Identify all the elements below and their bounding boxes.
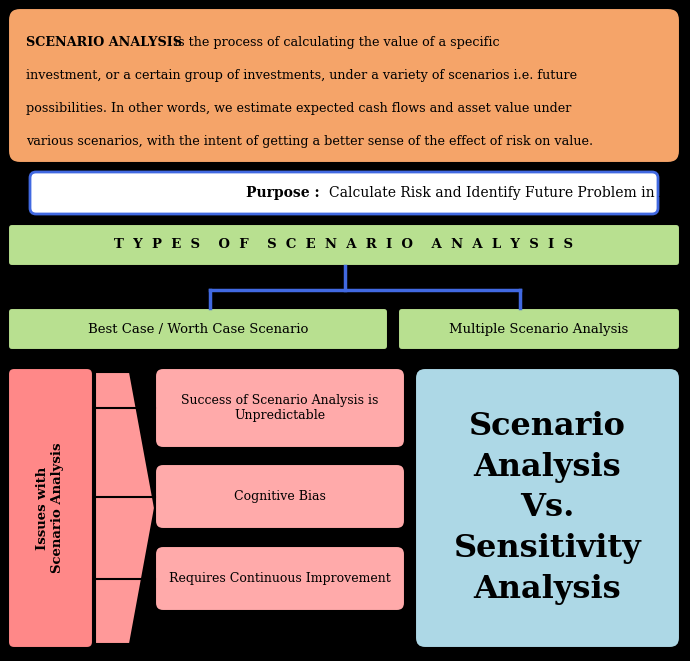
FancyBboxPatch shape: [415, 368, 680, 648]
Text: possibilities. In other words, we estimate expected cash flows and asset value u: possibilities. In other words, we estima…: [26, 102, 571, 115]
FancyBboxPatch shape: [155, 368, 405, 448]
Text: Scenario
Analysis
Vs.
Sensitivity
Analysis: Scenario Analysis Vs. Sensitivity Analys…: [453, 411, 642, 605]
FancyBboxPatch shape: [8, 308, 388, 350]
FancyBboxPatch shape: [155, 464, 405, 529]
Text: Requires Continuous Improvement: Requires Continuous Improvement: [169, 572, 391, 585]
FancyBboxPatch shape: [30, 172, 658, 214]
Text: Multiple Scenario Analysis: Multiple Scenario Analysis: [449, 323, 629, 336]
FancyBboxPatch shape: [8, 224, 680, 266]
FancyBboxPatch shape: [155, 546, 405, 611]
FancyBboxPatch shape: [8, 368, 93, 648]
Text: investment, or a certain group of investments, under a variety of scenarios i.e.: investment, or a certain group of invest…: [26, 69, 577, 82]
Text: SCENARIO ANALYSIS: SCENARIO ANALYSIS: [26, 36, 182, 49]
Text: Cognitive Bias: Cognitive Bias: [234, 490, 326, 503]
FancyBboxPatch shape: [8, 8, 680, 163]
Text: Success of Scenario Analysis is
Unpredictable: Success of Scenario Analysis is Unpredic…: [181, 394, 379, 422]
Text: various scenarios, with the intent of getting a better sense of the effect of ri: various scenarios, with the intent of ge…: [26, 135, 593, 148]
Polygon shape: [95, 372, 155, 644]
Text: Best Case / Worth Case Scenario: Best Case / Worth Case Scenario: [88, 323, 308, 336]
Text: Issues with
Scenario Analysis: Issues with Scenario Analysis: [37, 443, 64, 573]
Text: Calculate Risk and Identify Future Problem in Advance: Calculate Risk and Identify Future Probl…: [329, 186, 690, 200]
Text: Purpose :: Purpose :: [246, 186, 324, 200]
FancyBboxPatch shape: [398, 308, 680, 350]
Text: T  Y  P  E  S    O  F    S  C  E  N  A  R  I  O    A  N  A  L  Y  S  I  S: T Y P E S O F S C E N A R I O A N A L Y …: [115, 239, 573, 251]
Text: is the process of calculating the value of a specific: is the process of calculating the value …: [166, 36, 500, 49]
